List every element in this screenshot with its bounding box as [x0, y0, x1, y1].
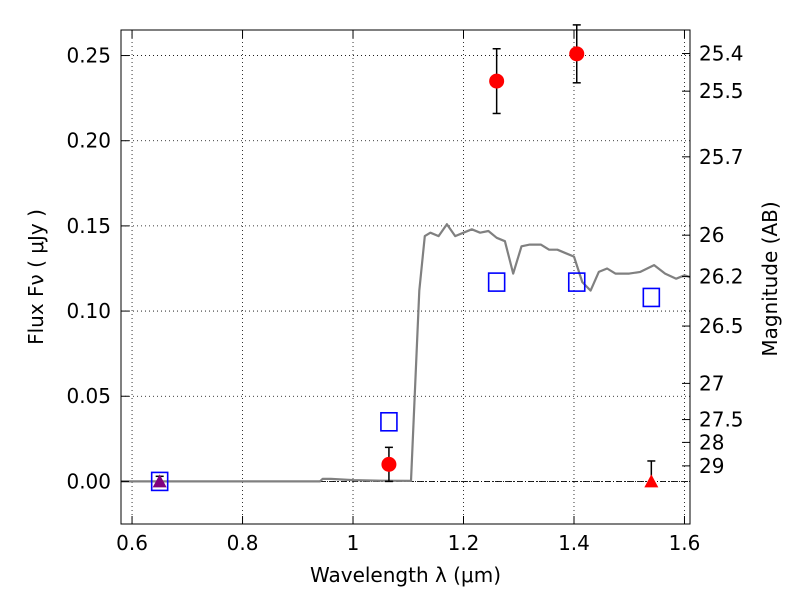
x-tick-label: 0.6 — [116, 531, 148, 555]
right-tick-label: 25.4 — [699, 42, 744, 66]
upper-limit-triangle — [644, 474, 659, 488]
model-flux-square — [642, 287, 661, 308]
y-tick-label: 0.05 — [66, 384, 111, 408]
right-axis-label: Magnitude (AB) — [758, 201, 782, 356]
right-tick-label: 27.5 — [699, 408, 744, 432]
right-tick-label: 25.7 — [699, 145, 744, 169]
y-axis-label: Flux Fν ( μJy ) — [24, 209, 48, 345]
observed-flux-point — [381, 456, 397, 472]
x-tick-label: 0.8 — [227, 531, 259, 555]
model-sed-line — [121, 223, 691, 483]
right-tick-label: 27 — [699, 371, 724, 395]
y-tick-label: 0.20 — [66, 129, 111, 153]
x-axis-label: Wavelength λ (μm) — [310, 563, 501, 587]
right-tick-label: 26 — [699, 223, 724, 247]
model-spectrum-path — [121, 223, 691, 483]
x-tick-label: 1 — [347, 531, 360, 555]
y-tick-label: 0.10 — [66, 299, 111, 323]
y-tick-label: 0.25 — [66, 44, 111, 68]
upper-limit-triangle — [152, 474, 167, 488]
observed-flux-point — [489, 73, 505, 89]
y-tick-label: 0.00 — [66, 469, 111, 493]
model-flux-square — [380, 411, 398, 432]
y-axis-ticks: 0.00 0.05 0.10 0.15 0.20 0.25 — [66, 44, 129, 493]
model-flux-square — [487, 272, 506, 292]
right-tick-label: 25.5 — [699, 79, 744, 103]
model-flux-square — [567, 272, 586, 292]
right-tick-label: 26.2 — [699, 265, 744, 289]
y-tick-label: 0.15 — [66, 214, 111, 238]
model-flux-square — [150, 471, 169, 492]
right-tick-label: 26.5 — [699, 314, 744, 338]
x-axis-ticks: 0.6 0.8 1 1.2 1.4 1.6 — [116, 30, 700, 555]
right-tick-label: 29 — [699, 454, 724, 478]
x-tick-label: 1.2 — [448, 531, 480, 555]
x-tick-label: 1.6 — [669, 531, 701, 555]
photometry-markers — [150, 24, 661, 492]
observed-flux-point — [569, 46, 585, 62]
x-tick-label: 1.4 — [558, 531, 590, 555]
grid-lines — [121, 30, 690, 524]
right-tick-label: 28 — [699, 430, 724, 454]
plot-frame — [120, 29, 691, 525]
